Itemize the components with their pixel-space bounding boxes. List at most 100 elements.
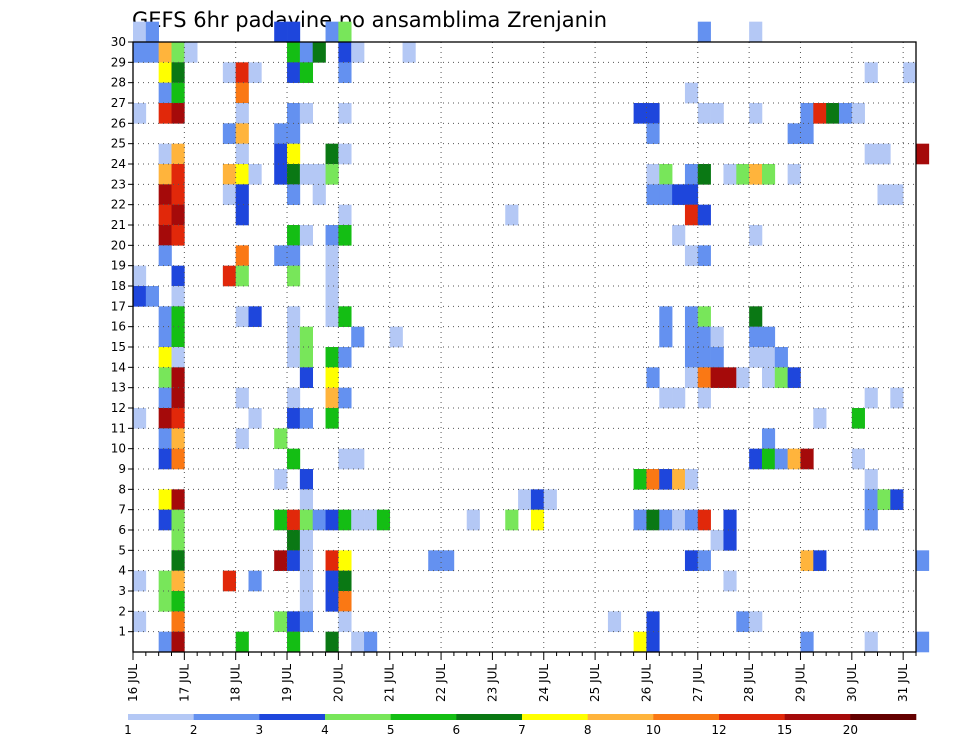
heatmap-cell	[672, 184, 686, 205]
heatmap-cell	[287, 408, 301, 429]
heatmap-cell	[672, 469, 686, 490]
heatmap-cell	[145, 42, 159, 63]
heatmap-cell	[133, 570, 147, 592]
heatmap-cell	[299, 225, 314, 246]
x-tick-label: 29 JUL	[794, 664, 808, 702]
y-tick-label: 17	[111, 299, 126, 313]
heatmap-cell	[312, 42, 326, 63]
heatmap-cell	[287, 631, 301, 653]
heatmap-cell	[890, 184, 904, 205]
heatmap-cell	[723, 530, 737, 551]
heatmap-cell	[646, 469, 660, 490]
heatmap-cell	[158, 184, 172, 205]
heatmap-cell	[646, 164, 660, 185]
heatmap-cell	[299, 42, 314, 63]
heatmap-cell	[518, 489, 532, 510]
heatmap-cell	[222, 570, 236, 592]
heatmap-cell	[171, 62, 185, 83]
legend-swatch	[719, 714, 785, 720]
heatmap-cell	[171, 448, 185, 470]
heatmap-cell	[325, 286, 339, 307]
heatmap-cell	[749, 326, 763, 348]
heatmap-cell	[299, 489, 314, 510]
heatmap-cell	[710, 530, 724, 551]
color-legend: 1 2 3 4 5 6 7 8 10 12 15 20	[124, 714, 917, 737]
heatmap-cell	[800, 448, 814, 470]
heatmap-cell	[299, 326, 314, 348]
heatmap-cell	[312, 164, 326, 185]
heatmap-cell	[171, 408, 185, 429]
heatmap-cell	[325, 367, 339, 388]
x-tick-label: 17 JUL	[177, 664, 191, 702]
heatmap-cell	[222, 164, 236, 185]
legend-swatch	[390, 714, 457, 720]
heatmap-cell	[235, 143, 249, 165]
heatmap-cell	[466, 509, 480, 531]
heatmap-cell	[325, 591, 339, 612]
heatmap-cell	[299, 408, 314, 429]
heatmap-cell	[787, 448, 801, 470]
heatmap-cell	[851, 448, 865, 470]
x-tick-label: 22 JUL	[434, 664, 448, 702]
heatmap-cell	[171, 591, 185, 612]
heatmap-cell	[761, 164, 776, 185]
heatmap-cell	[659, 326, 673, 348]
heatmap-cell	[158, 164, 172, 185]
heatmap-cell	[184, 42, 198, 63]
heatmap-cell	[723, 367, 737, 388]
legend-swatch	[259, 714, 326, 720]
heatmap-cell	[530, 509, 545, 531]
heatmap-cell	[749, 225, 763, 246]
y-tick-label: 13	[111, 381, 126, 395]
heatmap-cell	[646, 611, 660, 632]
legend-label: 7	[518, 723, 526, 737]
heatmap-cell	[684, 509, 699, 531]
heatmap-cell	[287, 62, 301, 83]
heatmap-cell	[697, 204, 711, 226]
heatmap-cell	[133, 42, 147, 63]
heatmap-cell	[800, 631, 814, 653]
heatmap-cell	[299, 164, 314, 185]
legend-label: 15	[777, 723, 792, 737]
heatmap-cell	[877, 143, 891, 165]
heatmap-cell	[389, 326, 403, 348]
heatmap-cell	[376, 509, 391, 531]
heatmap-cell	[338, 591, 352, 612]
heatmap-cell	[171, 570, 185, 592]
heatmap-cell	[864, 387, 878, 409]
heatmap-cell	[838, 103, 853, 124]
heatmap-cell	[158, 570, 172, 592]
heatmap-cell	[325, 143, 339, 165]
heatmap-cell	[145, 286, 159, 307]
heatmap-cell	[248, 306, 262, 327]
heatmap-cell	[428, 550, 442, 571]
heatmap-cell	[287, 347, 301, 368]
heatmap-cell	[633, 509, 647, 531]
heatmap-cell	[287, 164, 301, 185]
x-tick-label: 26 JUL	[639, 664, 653, 702]
heatmap-cell	[710, 367, 724, 388]
heatmap-cell	[659, 164, 673, 185]
heatmap-cell	[235, 631, 249, 653]
heatmap-cell	[338, 570, 352, 592]
heatmap-cell	[351, 448, 365, 470]
heatmap-cell	[761, 326, 776, 348]
heatmap-cell	[761, 448, 776, 470]
heatmap-cell	[274, 428, 288, 449]
heatmap-cell	[351, 631, 365, 653]
y-tick-label: 27	[111, 96, 126, 110]
heatmap-cell	[235, 103, 249, 124]
legend-label: 4	[321, 723, 329, 737]
y-tick-label: 12	[111, 401, 126, 415]
heatmap-cell	[543, 489, 557, 510]
heatmap-cell	[684, 164, 699, 185]
heatmap-cell	[530, 489, 545, 510]
heatmap-cell	[287, 265, 301, 287]
heatmap-cell	[287, 611, 301, 632]
heatmap-cell	[299, 469, 314, 490]
heatmap-cell	[646, 103, 660, 124]
x-tick-label: 31 JUL	[896, 664, 910, 702]
heatmap-cell	[338, 103, 352, 124]
heatmap-cell	[761, 428, 776, 449]
